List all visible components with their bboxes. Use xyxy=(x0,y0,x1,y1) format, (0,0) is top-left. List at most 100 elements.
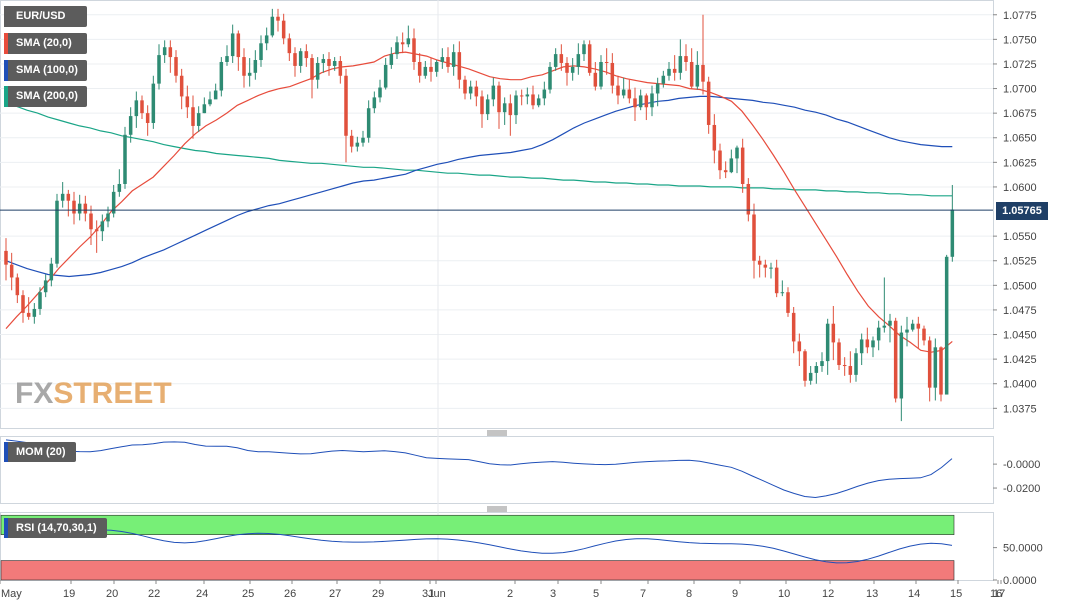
candle-body xyxy=(542,89,547,99)
candle-body xyxy=(406,38,411,45)
candle-body xyxy=(366,108,371,138)
candle-body xyxy=(627,89,632,99)
candle-body xyxy=(910,323,915,330)
sma100-legend-label: SMA (100,0) xyxy=(16,64,78,76)
rsi-legend: RSI (14,70,30,1) xyxy=(4,518,107,538)
candle-body xyxy=(514,95,518,116)
candle-body xyxy=(553,54,558,67)
candle-body xyxy=(893,320,898,399)
candle-body xyxy=(735,147,739,159)
candle-body xyxy=(417,61,422,76)
candle-body xyxy=(60,193,65,201)
x-tick-label: 8 xyxy=(686,588,692,600)
candle-body xyxy=(599,61,603,87)
candle-body xyxy=(83,203,88,214)
candle-body xyxy=(389,54,394,65)
candle-body xyxy=(185,96,190,108)
candle-body xyxy=(451,52,456,67)
candle-body xyxy=(9,264,14,278)
candle-body xyxy=(661,75,666,84)
symbol-legend-label: EUR/USD xyxy=(16,10,66,22)
candle-body xyxy=(655,83,660,94)
candle-body xyxy=(168,47,173,58)
x-tick-label: 31 xyxy=(422,588,434,600)
candle-body xyxy=(944,256,949,395)
candle-body xyxy=(298,51,303,66)
candle-body xyxy=(293,53,297,66)
candle-body xyxy=(162,47,167,56)
mom-tick-label: -0.0200 xyxy=(1003,483,1040,495)
candle-body xyxy=(230,33,235,57)
candle-body xyxy=(270,16,275,36)
candle-body xyxy=(587,44,592,73)
x-tick-label: 25 xyxy=(242,588,254,600)
candle-body xyxy=(531,94,535,106)
candle-body xyxy=(684,56,688,62)
candle-body xyxy=(650,93,654,108)
candle-body xyxy=(888,320,892,326)
candle-body xyxy=(593,72,598,87)
price-tick-label: 1.0425 xyxy=(1003,354,1037,366)
sma100-legend: SMA (100,0) xyxy=(4,60,87,81)
candle-body xyxy=(349,135,354,147)
candle-body xyxy=(633,98,637,108)
candle-body xyxy=(667,68,671,76)
candle-body xyxy=(854,353,858,375)
candle-body xyxy=(179,75,184,97)
candle-body xyxy=(191,107,195,126)
price-tick-label: 1.0650 xyxy=(1003,133,1037,145)
candle-body xyxy=(899,332,904,399)
candle-body xyxy=(729,158,734,173)
candle-body xyxy=(570,66,575,73)
candle-body xyxy=(304,51,309,59)
rsi-tick-label: 50.0000 xyxy=(1003,543,1043,555)
momentum-panel xyxy=(0,436,994,504)
candle-body xyxy=(236,33,241,58)
candle-body xyxy=(89,213,93,230)
candle-body xyxy=(865,339,870,348)
candle-body xyxy=(803,351,807,381)
price-tick-label: 1.0400 xyxy=(1003,379,1037,391)
candle-body xyxy=(548,66,552,90)
x-tick-label: 2 xyxy=(507,588,513,600)
sma200-legend-label: SMA (200,0) xyxy=(16,90,78,102)
price-tick-label: 1.0375 xyxy=(1003,403,1037,415)
candle-body xyxy=(55,200,59,264)
rsi-tick-label: 0.0000 xyxy=(1003,575,1037,587)
candle-body xyxy=(26,312,31,317)
candle-body xyxy=(446,57,450,67)
candle-body xyxy=(797,341,802,352)
candle-body xyxy=(746,183,751,215)
candle-body xyxy=(72,200,76,214)
candle-body xyxy=(327,59,331,66)
candle-body xyxy=(950,209,955,257)
candle-body xyxy=(117,183,122,192)
price-tick-label: 1.0675 xyxy=(1003,108,1037,120)
candle-body xyxy=(383,64,388,88)
candle-body xyxy=(213,90,218,100)
candle-body xyxy=(916,323,921,329)
candle-body xyxy=(361,137,365,143)
price-tick-label: 1.0750 xyxy=(1003,34,1037,46)
x-tick-label: 15 xyxy=(950,588,962,600)
price-tick-label: 1.0525 xyxy=(1003,256,1037,268)
mom-tick-label: -0.0000 xyxy=(1003,459,1040,471)
x-tick-label: 5 xyxy=(593,588,599,600)
candle-body xyxy=(423,66,428,76)
candle-body xyxy=(174,57,178,76)
candle-body xyxy=(825,323,830,362)
candle-body xyxy=(315,62,320,80)
candle-body xyxy=(621,89,626,96)
x-tick-label: 24 xyxy=(196,588,208,600)
candle-body xyxy=(582,44,586,55)
sma20-line xyxy=(5,51,953,353)
x-tick-label: Jun xyxy=(428,588,446,600)
candle-body xyxy=(927,340,932,388)
x-tick-label: 17 xyxy=(993,588,1005,600)
candle-body xyxy=(310,58,314,80)
candle-body xyxy=(434,61,439,72)
candle-body xyxy=(21,295,25,313)
candle-body xyxy=(701,64,705,82)
candle-body xyxy=(259,43,263,61)
candle-body xyxy=(536,98,541,106)
